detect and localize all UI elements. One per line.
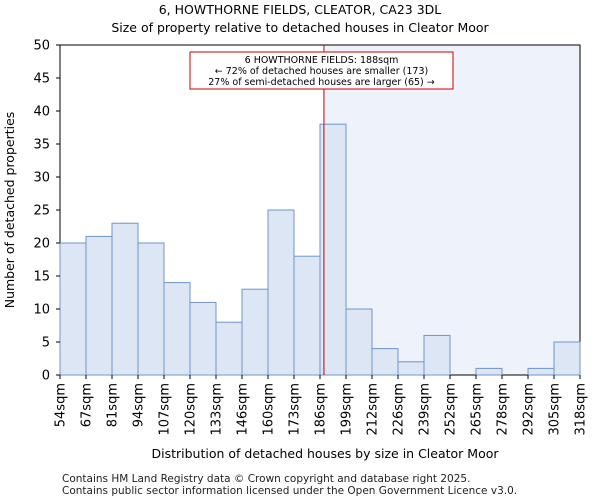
x-tick-label: 252sqm: [444, 383, 459, 436]
x-tick-label: 94sqm: [132, 383, 147, 427]
annotation-line-3: 27% of semi-detached houses are larger (…: [208, 77, 435, 88]
x-tick-label: 173sqm: [288, 383, 303, 436]
y-tick-label: 45: [33, 72, 50, 87]
x-tick-label: 120sqm: [184, 383, 199, 436]
x-tick-label: 265sqm: [470, 383, 485, 436]
bar-94sqm: [137, 242, 165, 376]
bar-160sqm: [267, 209, 295, 376]
x-axis-title: Distribution of detached houses by size …: [152, 446, 500, 461]
bar-173sqm: [293, 255, 321, 376]
bar-305sqm: [553, 341, 581, 376]
x-tick-label: 239sqm: [418, 383, 433, 436]
bar-292sqm: [527, 367, 555, 376]
x-tick-label: 212sqm: [366, 383, 381, 436]
x-tick-label: 199sqm: [340, 383, 355, 436]
x-tick-label: 107sqm: [158, 383, 173, 436]
chart-title: 6, HOWTHORNE FIELDS, CLEATOR, CA23 3DL: [158, 2, 442, 17]
y-tick-label: 5: [42, 336, 50, 351]
x-tick-label: 160sqm: [262, 383, 277, 436]
x-tick-label: 226sqm: [392, 383, 407, 436]
y-tick-label: 15: [33, 270, 50, 285]
bar-81sqm: [111, 222, 139, 376]
bar-226sqm: [397, 361, 425, 376]
x-tick-label: 305sqm: [548, 383, 563, 436]
bar-133sqm: [215, 321, 243, 376]
chart-subtitle: Size of property relative to detached ho…: [111, 20, 489, 35]
y-tick-label: 40: [33, 105, 50, 120]
bar-107sqm: [163, 282, 191, 376]
x-tick-label: 146sqm: [236, 383, 251, 436]
y-tick-label: 0: [42, 369, 50, 384]
x-tick-label: 278sqm: [496, 383, 511, 436]
y-tick-label: 20: [33, 237, 50, 252]
y-axis-title: Number of detached properties: [2, 112, 17, 309]
y-tick-label: 25: [33, 204, 50, 219]
bar-54sqm: [59, 242, 87, 376]
x-tick-label: 318sqm: [574, 383, 589, 436]
footer-line-2: Contains public sector information licen…: [62, 485, 518, 497]
bar-212sqm: [371, 348, 399, 376]
footer-line-1: Contains HM Land Registry data © Crown c…: [62, 473, 471, 485]
y-tick-label: 50: [33, 39, 50, 54]
x-tick-label: 292sqm: [522, 383, 537, 436]
bar-199sqm: [345, 308, 373, 376]
bar-265sqm: [475, 367, 503, 376]
y-tick-label: 35: [33, 138, 50, 153]
bar-239sqm: [423, 334, 451, 376]
annotation-line-2: ← 72% of detached houses are smaller (17…: [215, 66, 428, 77]
bar-120sqm: [189, 301, 217, 376]
bar-146sqm: [241, 288, 269, 376]
x-tick-label: 186sqm: [314, 383, 329, 436]
y-tick-label: 30: [33, 171, 50, 186]
y-tick-label: 10: [33, 303, 50, 318]
annotation-line-1: 6 HOWTHORNE FIELDS: 188sqm: [245, 55, 399, 66]
bar-67sqm: [85, 235, 113, 376]
x-tick-label: 81sqm: [106, 383, 121, 427]
x-tick-label: 67sqm: [80, 383, 95, 427]
x-tick-label: 54sqm: [54, 383, 69, 427]
annotation-box: [189, 51, 454, 90]
x-tick-label: 133sqm: [210, 383, 225, 436]
